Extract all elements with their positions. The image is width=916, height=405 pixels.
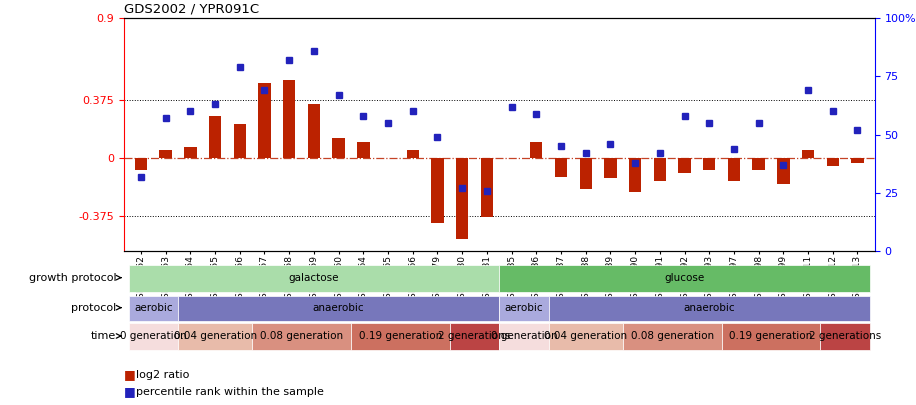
Text: galactose: galactose (289, 273, 339, 283)
Bar (450, 323, 499, 350)
Bar (357, 143, 369, 158)
Bar (580, 158, 592, 189)
Text: 2 generations: 2 generations (439, 331, 510, 341)
Bar (431, 158, 443, 223)
Bar (128, 296, 178, 321)
Bar (499, 265, 870, 292)
Bar (135, 158, 147, 171)
Text: percentile rank within the sample: percentile rank within the sample (136, 387, 323, 397)
Bar (456, 158, 468, 239)
Bar (555, 158, 567, 177)
Text: growth protocol: growth protocol (28, 273, 116, 283)
Text: 0 generation: 0 generation (491, 331, 557, 341)
Bar (258, 83, 270, 158)
Bar (184, 147, 197, 158)
Bar (159, 150, 172, 158)
Bar (252, 323, 351, 350)
Text: 0.08 generation: 0.08 generation (260, 331, 344, 341)
Text: 0.08 generation: 0.08 generation (630, 331, 714, 341)
Bar (722, 323, 821, 350)
Text: glucose: glucose (664, 273, 704, 283)
Text: ■: ■ (124, 386, 136, 399)
Bar (851, 158, 864, 163)
Text: ■: ■ (124, 368, 136, 381)
Bar (283, 80, 295, 158)
Bar (752, 158, 765, 171)
Bar (407, 150, 419, 158)
Bar (178, 323, 252, 350)
Text: 2 generations: 2 generations (809, 331, 881, 341)
Bar (308, 104, 320, 158)
Bar (802, 150, 814, 158)
Text: 0 generation: 0 generation (120, 331, 187, 341)
Text: aerobic: aerobic (134, 303, 172, 313)
Bar (821, 323, 870, 350)
Text: time: time (91, 331, 116, 341)
Text: 0.04 generation: 0.04 generation (173, 331, 256, 341)
Text: 0.04 generation: 0.04 generation (544, 331, 627, 341)
Bar (728, 158, 740, 181)
Bar (777, 158, 790, 184)
Bar (333, 138, 344, 158)
Text: GDS2002 / YPR091C: GDS2002 / YPR091C (124, 3, 259, 16)
Text: log2 ratio: log2 ratio (136, 370, 189, 379)
Bar (629, 158, 641, 192)
Bar (530, 143, 542, 158)
Text: protocol: protocol (71, 303, 116, 313)
Bar (499, 323, 549, 350)
Bar (234, 124, 246, 158)
Bar (623, 323, 722, 350)
Bar (549, 323, 623, 350)
Text: anaerobic: anaerobic (312, 303, 365, 313)
Bar (654, 158, 666, 181)
Bar (499, 296, 549, 321)
Bar (703, 158, 715, 171)
Bar (178, 296, 499, 321)
Bar (351, 323, 450, 350)
Bar (128, 265, 499, 292)
Bar (679, 158, 691, 173)
Bar (209, 116, 222, 158)
Bar (481, 158, 493, 217)
Bar (128, 323, 178, 350)
Text: aerobic: aerobic (505, 303, 543, 313)
Text: anaerobic: anaerobic (683, 303, 735, 313)
Text: 0.19 generation: 0.19 generation (359, 331, 442, 341)
Text: 0.19 generation: 0.19 generation (729, 331, 812, 341)
Bar (549, 296, 870, 321)
Bar (826, 158, 839, 166)
Bar (605, 158, 616, 178)
